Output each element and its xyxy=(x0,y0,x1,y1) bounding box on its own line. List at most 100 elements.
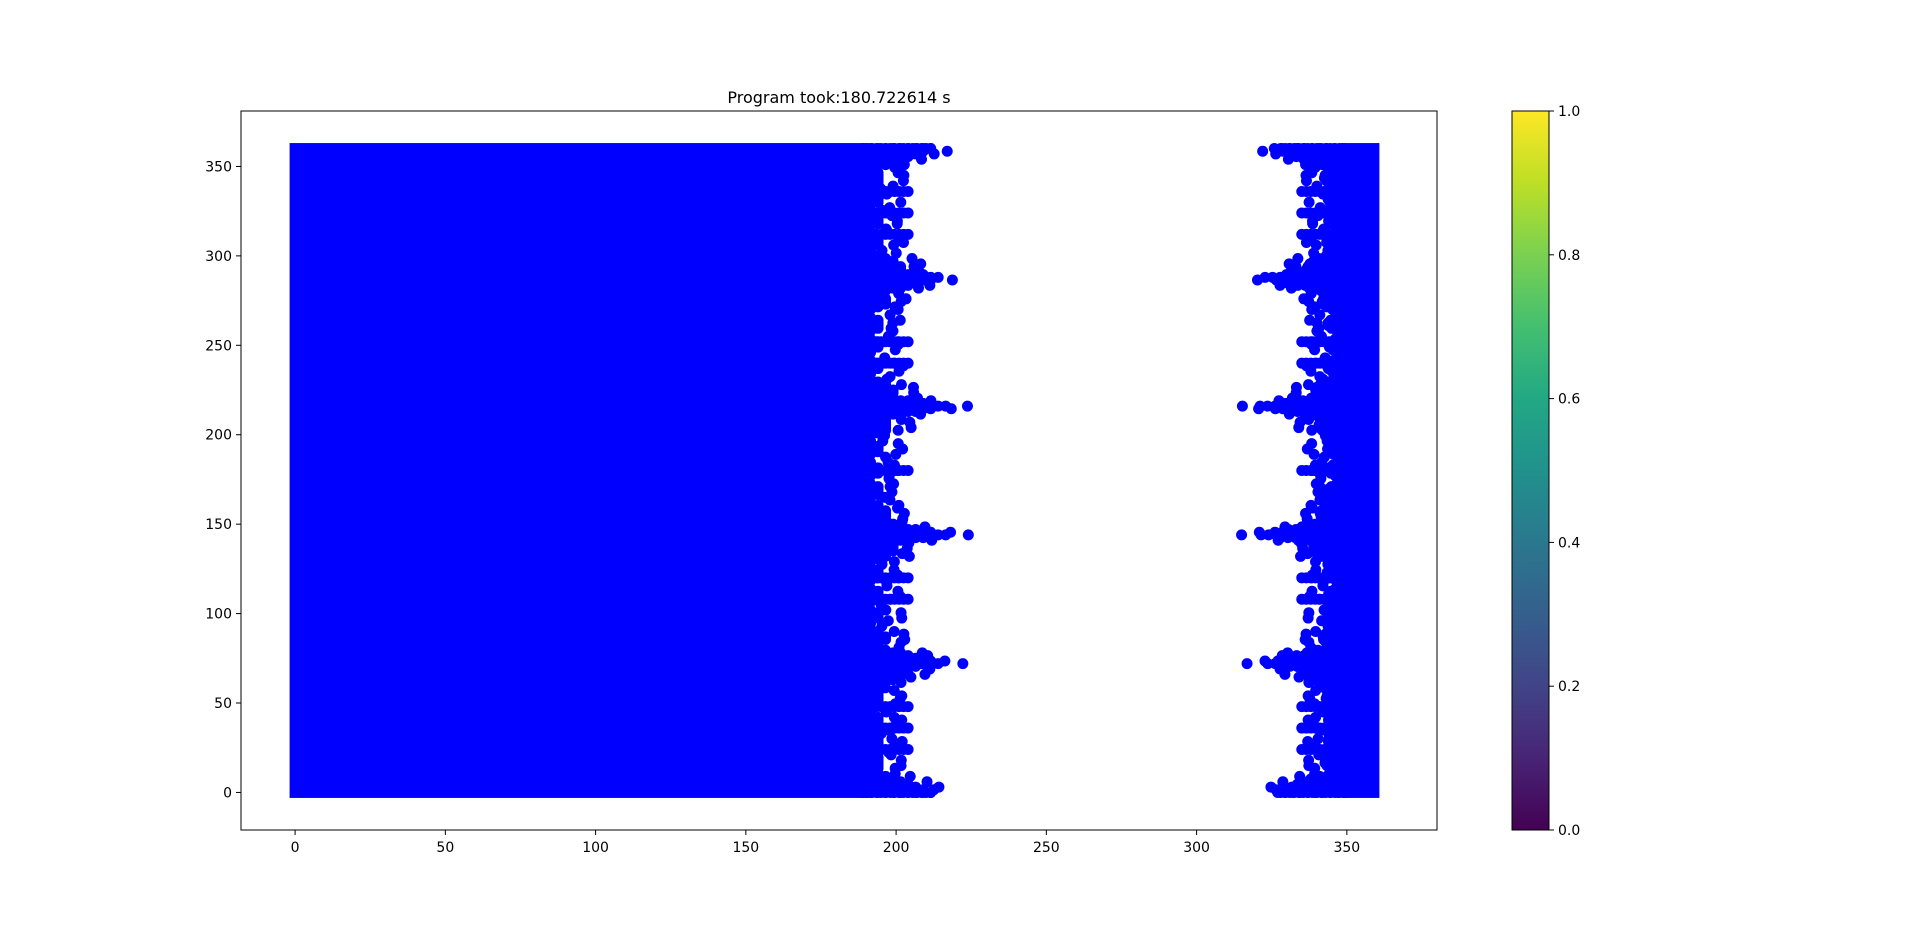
scatter-point xyxy=(1315,470,1327,482)
scatter-point xyxy=(1302,735,1314,747)
scatter-point xyxy=(1306,336,1318,348)
scatter-point xyxy=(1273,395,1285,407)
x-tick-label: 150 xyxy=(732,840,759,856)
scatter-point xyxy=(907,381,919,393)
scatter-point xyxy=(902,228,914,240)
x-tick-label: 350 xyxy=(1333,840,1360,856)
x-tick-label: 200 xyxy=(883,840,910,856)
scatter-point xyxy=(881,577,893,589)
scatter-point xyxy=(902,207,914,219)
y-tick-label: 350 xyxy=(205,159,232,175)
scatter-point xyxy=(888,684,900,696)
scatter-point xyxy=(1305,499,1317,511)
scatter-points xyxy=(289,143,1380,798)
scatter-point xyxy=(902,336,914,348)
x-axis: 0 50 100 150 200 250 300 350 xyxy=(291,830,1360,856)
scatter-point xyxy=(892,438,904,450)
y-tick-label: 150 xyxy=(205,517,232,533)
scatter-point xyxy=(897,360,909,372)
scatter-point xyxy=(910,524,922,536)
scatter-point xyxy=(892,585,904,597)
scatter-point xyxy=(1265,781,1277,793)
scatter-point xyxy=(1292,253,1304,265)
y-tick-label: 100 xyxy=(205,607,232,623)
scatter-point xyxy=(940,400,952,412)
scatter-point xyxy=(1283,258,1295,270)
scatter-point xyxy=(895,196,907,208)
scatter-point xyxy=(921,776,933,788)
colorbar-ticks: 0.0 0.2 0.4 0.6 0.8 1.0 xyxy=(1549,104,1580,839)
scatter-point xyxy=(1300,628,1312,640)
colorbar-gradient xyxy=(1511,110,1550,831)
scatter-point xyxy=(1277,776,1289,788)
scatter-point xyxy=(888,625,900,637)
scatter-point xyxy=(894,314,906,326)
scatter-point xyxy=(1305,231,1317,243)
colorbar: 0.0 0.2 0.4 0.6 0.8 1.0 xyxy=(1511,104,1580,839)
scatter-point xyxy=(961,400,973,412)
scatter-point xyxy=(1294,770,1306,782)
scatter-point xyxy=(1304,314,1316,326)
scatter-point xyxy=(902,465,914,476)
scatter-point xyxy=(884,202,896,214)
scatter-point xyxy=(906,253,918,265)
scatter-point xyxy=(888,239,900,251)
scatter-point xyxy=(1310,684,1322,696)
scatter-point xyxy=(915,258,927,270)
scatter-point xyxy=(1310,564,1322,576)
y-tick-label: 300 xyxy=(205,249,232,265)
scatter-point xyxy=(882,615,894,627)
scatter-point xyxy=(884,371,896,383)
colorbar-tick-label: 0.6 xyxy=(1558,392,1580,408)
scatter-point xyxy=(902,722,914,734)
colorbar-tick-label: 0.4 xyxy=(1558,535,1580,551)
scatter-point xyxy=(1310,625,1322,637)
scatter-point xyxy=(946,274,958,286)
scatter-point xyxy=(1303,196,1315,208)
scatter-point xyxy=(1302,379,1314,391)
scatter-point xyxy=(925,143,937,155)
y-tick-label: 50 xyxy=(214,696,232,712)
scatter-point xyxy=(1236,400,1248,412)
scatter-point xyxy=(888,357,900,369)
scatter-point xyxy=(902,185,914,197)
scatter-point xyxy=(902,395,914,407)
scatter-point xyxy=(945,526,957,538)
scatter-point xyxy=(888,564,900,576)
scatter-point xyxy=(888,711,900,723)
scatter-point xyxy=(1311,180,1323,192)
scatter-point xyxy=(933,781,945,793)
scatter-point xyxy=(1294,416,1306,428)
scatter-point xyxy=(1319,352,1331,364)
scatter-point xyxy=(895,379,907,391)
scatter-point xyxy=(895,607,907,619)
scatter-point xyxy=(902,572,914,584)
scatter-point xyxy=(895,754,907,766)
scatter-point xyxy=(1306,585,1318,597)
scatter-point xyxy=(883,470,895,482)
scatter-point xyxy=(904,416,916,428)
plot-area xyxy=(240,110,1438,831)
scatter-point xyxy=(932,271,944,283)
axes-frame xyxy=(240,110,1438,831)
scatter-point-block xyxy=(289,143,869,798)
scatter-point xyxy=(1303,754,1315,766)
scatter-point xyxy=(916,647,928,659)
scatter-point xyxy=(879,352,891,364)
scatter-point xyxy=(939,655,951,667)
x-tick-label: 300 xyxy=(1183,840,1210,856)
x-tick-label: 0 xyxy=(291,840,300,856)
x-tick-label: 250 xyxy=(1033,840,1060,856)
scatter-point xyxy=(896,735,908,747)
scatter-point xyxy=(1310,239,1322,251)
scatter-point xyxy=(891,336,903,348)
scatter-point xyxy=(1314,371,1326,383)
scatter-point xyxy=(1303,607,1315,619)
scatter-point xyxy=(1253,526,1265,538)
colorbar-tick-label: 0.8 xyxy=(1558,248,1580,264)
y-tick-label: 200 xyxy=(205,428,232,444)
scatter-point xyxy=(1313,593,1325,605)
scatter-point xyxy=(1236,529,1248,541)
scatter-point xyxy=(893,499,905,511)
